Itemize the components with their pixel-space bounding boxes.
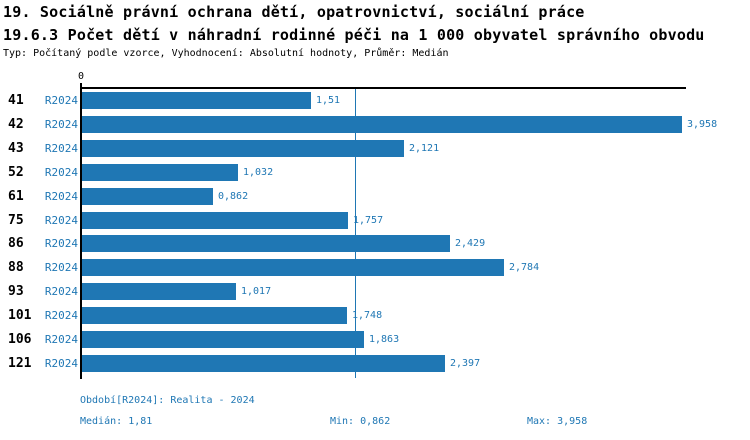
row-series-label: R2024 (44, 190, 78, 203)
bar-row: 88 R2024 2,784 (0, 259, 750, 276)
footer-min-value: 0,862 (360, 416, 391, 427)
row-series-label: R2024 (44, 285, 78, 298)
bar (82, 355, 445, 372)
bar (82, 259, 504, 276)
row-series-label: R2024 (44, 357, 78, 370)
bar-value-label: 2,429 (455, 238, 486, 249)
bar-value-label: 2,121 (409, 143, 440, 154)
row-series-label: R2024 (44, 333, 78, 346)
bar-value-label: 1,757 (353, 215, 384, 226)
bar (82, 283, 236, 300)
footer-max-value: 3,958 (557, 416, 588, 427)
bar-value-label: 1,863 (369, 334, 400, 345)
indicator-meta: Typ: Počítaný podle vzorce, Vyhodnocení:… (3, 48, 449, 59)
row-series-label: R2024 (44, 237, 78, 250)
bar-row: 101 R2024 1,748 (0, 307, 750, 324)
row-code-label: 88 (8, 260, 24, 275)
footer-median: Medián: 1,81 (80, 416, 152, 427)
footer-min: Min: 0,862 (330, 416, 390, 427)
bar-row: 75 R2024 1,757 (0, 212, 750, 229)
row-series-label: R2024 (44, 214, 78, 227)
indicator-title: 19.6.3 Počet dětí v náhradní rodinné péč… (3, 26, 705, 44)
bar-value-label: 1,032 (243, 167, 274, 178)
bar (82, 212, 348, 229)
row-series-label: R2024 (44, 118, 78, 131)
bar-value-label: 0,862 (218, 191, 249, 202)
row-series-label: R2024 (44, 94, 78, 107)
bar-value-label: 2,784 (509, 262, 540, 273)
row-code-label: 42 (8, 117, 24, 132)
bar-row: 93 R2024 1,017 (0, 283, 750, 300)
bar-value-label: 1,748 (352, 310, 383, 321)
bar-row: 52 R2024 1,032 (0, 164, 750, 181)
bar-row: 121 R2024 2,397 (0, 355, 750, 372)
row-code-label: 86 (8, 236, 24, 251)
bar-row: 43 R2024 2,121 (0, 140, 750, 157)
bar-value-label: 1,017 (241, 286, 272, 297)
row-code-label: 93 (8, 284, 24, 299)
bar-value-label: 1,51 (316, 95, 341, 106)
y-axis-line (80, 83, 82, 379)
bar (82, 307, 347, 324)
bar (82, 116, 682, 133)
bar-row: 61 R2024 0,862 (0, 188, 750, 205)
footer-min-label: Min: (330, 416, 355, 427)
row-code-label: 121 (8, 356, 32, 371)
footer-median-value: 1,81 (128, 416, 153, 427)
x-axis-line (81, 87, 686, 89)
footer-median-label: Medián: (80, 416, 123, 427)
footer-period-label: Období[R2024]: (80, 395, 165, 406)
row-series-label: R2024 (44, 166, 78, 179)
row-series-label: R2024 (44, 261, 78, 274)
bar (82, 140, 404, 157)
bar-row: 106 R2024 1,863 (0, 331, 750, 348)
bar (82, 164, 238, 181)
bar-row: 41 R2024 1,51 (0, 92, 750, 109)
bar-value-label: 3,958 (687, 119, 718, 130)
footer-max-label: Max: (527, 416, 552, 427)
row-code-label: 101 (8, 308, 32, 323)
row-code-label: 43 (8, 141, 24, 156)
row-code-label: 41 (8, 93, 24, 108)
bar-value-label: 2,397 (450, 358, 481, 369)
bar (82, 92, 311, 109)
footer-period: Období[R2024]: Realita - 2024 (80, 395, 255, 406)
row-code-label: 106 (8, 332, 32, 347)
bar (82, 235, 450, 252)
median-gridline (355, 89, 356, 378)
bar-row: 42 R2024 3,958 (0, 116, 750, 133)
footer-period-value: Realita - 2024 (170, 395, 255, 406)
row-code-label: 61 (8, 189, 24, 204)
bar (82, 188, 213, 205)
row-series-label: R2024 (44, 309, 78, 322)
bar-row: 86 R2024 2,429 (0, 235, 750, 252)
row-series-label: R2024 (44, 142, 78, 155)
row-code-label: 52 (8, 165, 24, 180)
bar (82, 331, 364, 348)
report-section-title: 19. Sociálně právní ochrana dětí, opatro… (3, 3, 585, 21)
x-axis-zero-label: 0 (77, 71, 85, 82)
footer-max: Max: 3,958 (527, 416, 587, 427)
row-code-label: 75 (8, 213, 24, 228)
